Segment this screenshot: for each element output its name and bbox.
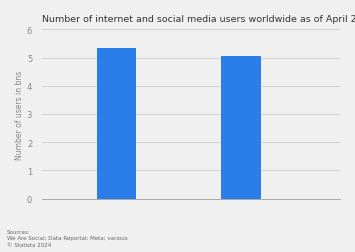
Text: Sources:
We Are Social; Data Reportal; Meta; various
© Statista 2024: Sources: We Are Social; Data Reportal; M… xyxy=(7,229,128,247)
Y-axis label: Number of users in bns: Number of users in bns xyxy=(15,70,24,159)
Bar xyxy=(97,48,136,199)
Bar xyxy=(221,56,261,199)
Text: Number of internet and social media users worldwide as of April 2024 (in billion: Number of internet and social media user… xyxy=(42,15,355,24)
